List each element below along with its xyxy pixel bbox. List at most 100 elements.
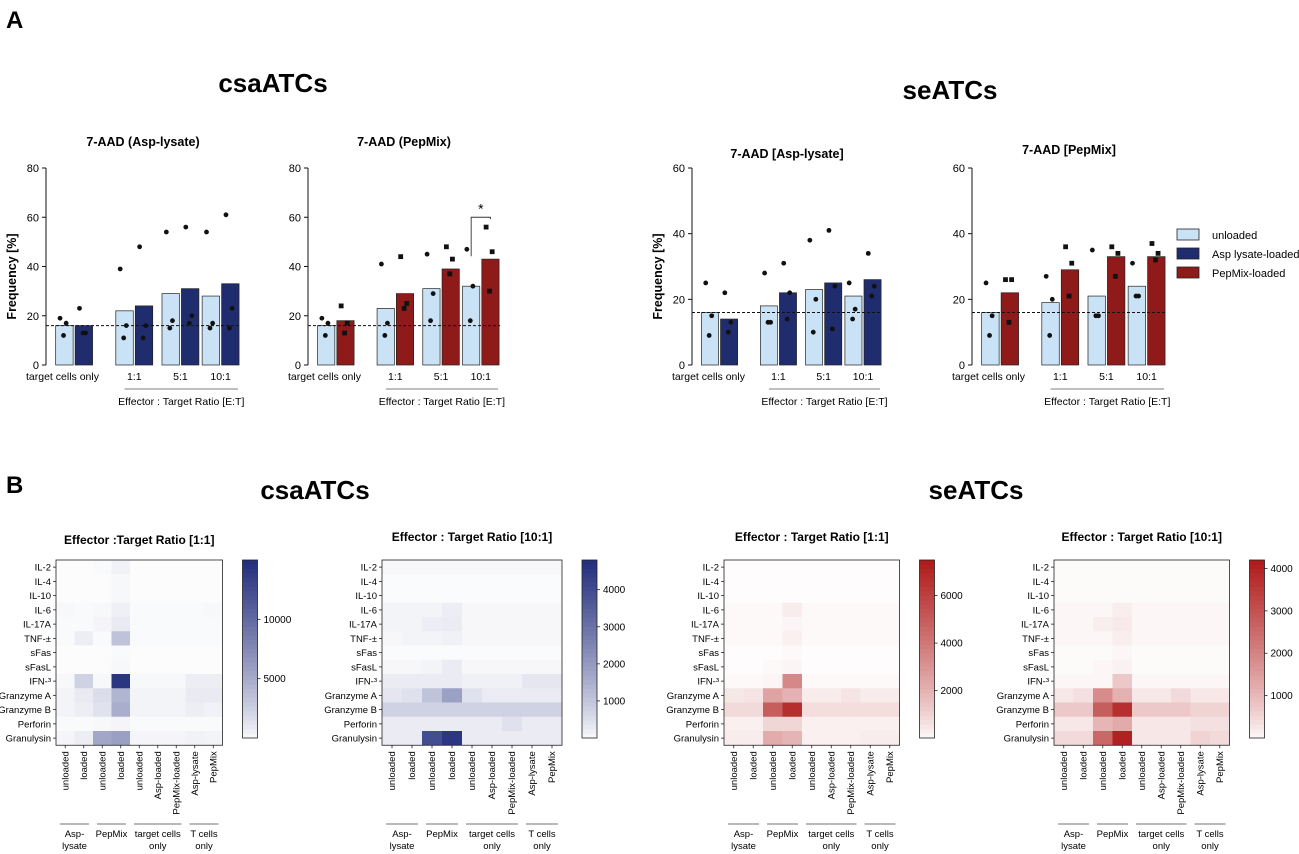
y-tick-label: 60 — [953, 163, 965, 175]
colorbar-segment — [582, 595, 597, 601]
heatmap-cell — [1093, 716, 1113, 732]
colorbar-segment — [919, 600, 935, 605]
bar-unloaded — [1087, 295, 1106, 366]
heatmap-cell — [542, 688, 563, 703]
bar-unloaded — [805, 289, 824, 366]
heatmap-cell — [743, 659, 764, 675]
colorbar-segment — [242, 560, 258, 565]
bar-loaded — [1107, 256, 1126, 366]
heatmap-cell — [482, 574, 503, 589]
data-point — [342, 330, 348, 336]
heatmap-cell — [462, 716, 483, 732]
colorbar-segment — [1249, 613, 1265, 619]
heatmap-cell — [462, 602, 483, 618]
heatmap-cell — [860, 702, 881, 718]
heatmap-cell — [1190, 688, 1211, 703]
legend-label-pep: PepMix-loaded — [1212, 268, 1285, 280]
heatmap-cell — [522, 674, 543, 689]
data-point — [398, 254, 404, 260]
colorbar-segment — [919, 697, 935, 703]
data-point — [1089, 247, 1095, 253]
heatmap-cell — [148, 588, 168, 604]
colorbar-segment — [919, 724, 935, 730]
row-label: IL-2 — [35, 563, 51, 574]
x-category-label: 5:1 — [816, 371, 831, 383]
heatmap-cell — [522, 560, 543, 575]
heatmap-cell — [167, 560, 186, 575]
data-point — [57, 315, 63, 321]
heatmap-cell — [1054, 588, 1074, 604]
heatmap-cell — [56, 574, 75, 589]
colorbar-segment — [582, 671, 597, 677]
colorbar-segment — [919, 729, 935, 735]
colorbar-segment — [919, 604, 935, 610]
heatmap-cell — [462, 688, 483, 703]
heatmap-cell — [185, 731, 205, 746]
colorbar-tick-label: 3000 — [1271, 606, 1294, 617]
column-group-label: PepMix — [1097, 829, 1129, 840]
heatmap-cell — [860, 716, 881, 732]
heatmap-cell — [185, 645, 205, 661]
heatmap-cell — [111, 659, 131, 675]
heatmap-cell — [1073, 645, 1094, 661]
colorbar-tick-label: 4000 — [1271, 564, 1294, 575]
heatmap-cell — [841, 560, 861, 575]
data-point — [325, 320, 331, 326]
column-group-label: Asp-lysate — [62, 829, 87, 852]
heatmap-cell — [1171, 588, 1191, 604]
heatmap-cell — [130, 560, 149, 575]
heatmap-cell — [111, 574, 131, 589]
heatmap-cell — [482, 588, 503, 604]
heatmap-cell — [1210, 659, 1230, 675]
heatmap-cell — [204, 674, 223, 689]
heatmap-cell — [522, 617, 543, 632]
heatmap-cell — [1093, 574, 1113, 589]
colorbar-segment — [919, 715, 935, 721]
heatmap-cell — [1151, 602, 1172, 618]
colorbar-segment — [1249, 626, 1265, 632]
heatmap-cell — [841, 659, 861, 675]
row-label: IL-17A — [349, 620, 378, 631]
data-point — [382, 333, 388, 338]
heatmap-cell — [1073, 560, 1094, 575]
heatmap-cell — [1112, 560, 1133, 575]
colorbar-segment — [582, 591, 597, 597]
chart-title: 7-AAD [PepMix] — [1022, 143, 1116, 157]
heatmap-cell — [502, 688, 523, 703]
row-label: IL-10 — [355, 591, 377, 602]
heatmap-cell — [1073, 602, 1094, 618]
heatmap-cell — [74, 674, 94, 689]
heatmap-cell — [1093, 617, 1113, 632]
heatmap-cell — [841, 674, 861, 689]
x-category-label: 10:1 — [471, 371, 492, 383]
heatmap-cell — [522, 702, 543, 718]
heatmap-cell — [1073, 702, 1094, 718]
row-label: Granzyme B — [324, 705, 377, 716]
colorbar-segment — [919, 608, 935, 614]
heatmap-cell — [1112, 659, 1133, 675]
colorbar-segment — [582, 608, 597, 614]
heatmap-cell — [860, 574, 881, 589]
heatmap-cell — [724, 645, 744, 661]
heatmap-cell — [382, 617, 403, 632]
heatmap-cell — [56, 631, 75, 646]
heatmap-cell — [1132, 588, 1152, 604]
data-point — [401, 305, 407, 311]
colorbar-segment — [919, 622, 935, 628]
heatmap-cell — [130, 716, 149, 732]
colorbar-segment — [582, 684, 597, 690]
colorbar-segment — [1249, 560, 1265, 565]
heatmap-cell — [93, 588, 112, 604]
heatmap-cell — [111, 560, 131, 575]
data-point — [850, 316, 855, 322]
column-group-label: PepMix — [767, 829, 799, 840]
heatmap-cell — [462, 731, 483, 746]
heatmap-cell — [502, 588, 523, 604]
heatmap-cell — [802, 574, 822, 589]
heatmap-cell — [422, 560, 443, 575]
heatmap-cell — [130, 588, 149, 604]
group-title-csa-top: csaATCs — [218, 68, 327, 98]
heatmap-cell — [522, 645, 543, 661]
heatmap-cell — [93, 702, 112, 718]
heatmap-cell — [442, 617, 463, 632]
